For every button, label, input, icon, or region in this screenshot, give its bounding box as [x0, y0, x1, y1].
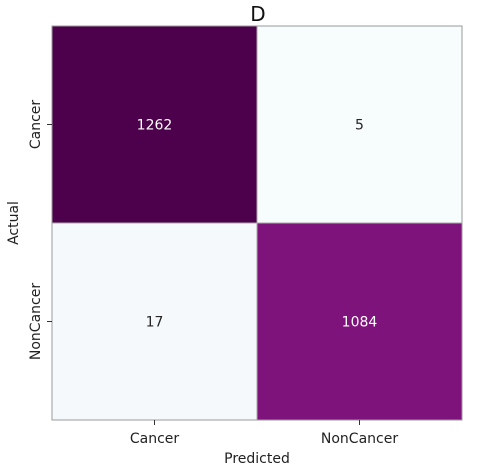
y-tick-label: NonCancer — [28, 283, 44, 360]
heatmap-cell — [51, 222, 258, 421]
x-axis-label: Predicted — [224, 451, 290, 467]
chart-title: D — [250, 2, 265, 26]
heatmap-cell-labels: 1262 5 17 1084 — [137, 118, 378, 331]
x-tick-label: Cancer — [130, 431, 180, 447]
y-axis-label: Actual — [6, 201, 22, 245]
x-tick-label: NonCancer — [321, 431, 398, 447]
cell-value-label: 5 — [355, 118, 364, 134]
plot-frame — [51, 25, 463, 421]
cell-value-label: 17 — [146, 315, 164, 331]
cell-value-label: 1084 — [342, 315, 378, 331]
y-axis-ticks: Cancer NonCancer — [28, 100, 52, 360]
heatmap-cell — [51, 25, 258, 224]
y-tick-label: Cancer — [28, 100, 44, 150]
cell-value-label: 1262 — [137, 118, 173, 134]
heatmap-cells — [51, 25, 463, 421]
x-axis-ticks: Cancer NonCancer — [130, 420, 398, 447]
heatmap-cell — [256, 222, 463, 421]
heatmap-cell — [256, 25, 463, 224]
